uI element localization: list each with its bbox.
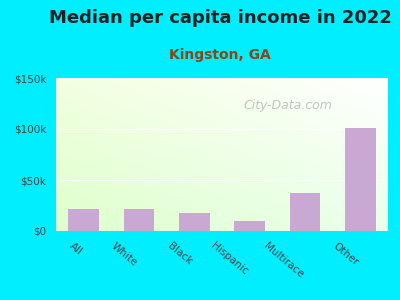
Bar <box>124 209 154 231</box>
Text: City-Data.com: City-Data.com <box>244 99 333 112</box>
Bar <box>290 193 320 231</box>
Bar <box>68 208 99 231</box>
Bar <box>179 213 210 231</box>
Text: Kingston, GA: Kingston, GA <box>169 48 271 62</box>
Bar <box>345 128 376 231</box>
Text: Median per capita income in 2022: Median per capita income in 2022 <box>48 9 392 27</box>
Bar <box>234 221 265 231</box>
